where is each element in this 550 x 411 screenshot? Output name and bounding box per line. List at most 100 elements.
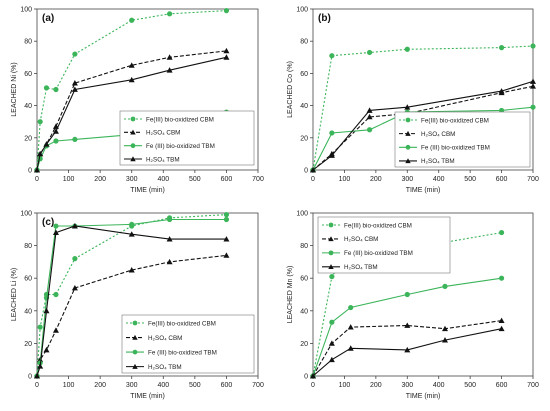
- data-point: [223, 47, 230, 54]
- x-tick-label: 300: [401, 382, 413, 389]
- data-point: [498, 275, 505, 281]
- data-point: [223, 216, 230, 223]
- x-tick-label: 500: [189, 176, 201, 183]
- data-point: [72, 136, 78, 143]
- data-point: [166, 67, 173, 73]
- data-point: [328, 356, 335, 363]
- y-axis-label: LEACHED Ni (%): [11, 62, 18, 116]
- data-point: [34, 167, 40, 173]
- data-point: [530, 104, 536, 110]
- y-tick-label: 40: [24, 308, 32, 315]
- y-tick-label: 40: [24, 103, 32, 110]
- x-tick-label: 600: [221, 382, 233, 389]
- panel-label: (a): [42, 13, 54, 24]
- data-point: [404, 46, 410, 52]
- data-point: [366, 113, 373, 120]
- legend-box: [317, 216, 451, 274]
- x-tick-label: 400: [433, 382, 445, 389]
- data-point: [71, 223, 78, 229]
- y-tick-label: 40: [300, 308, 308, 315]
- data-point: [72, 256, 78, 262]
- series-line: [36, 225, 227, 377]
- x-tick-label: 100: [63, 382, 75, 389]
- panel-d: 0 20 40 60 80 100 0 100 200 300 400 500 600 700 TIME (…: [287, 211, 539, 401]
- data-point: [366, 49, 373, 56]
- data-point: [43, 85, 50, 91]
- y-tick-label: 20: [300, 135, 308, 142]
- x-tick-label: 100: [339, 176, 351, 183]
- y-tick-label: 100: [296, 7, 308, 14]
- data-point: [128, 267, 135, 273]
- data-point: [71, 86, 78, 92]
- data-point: [328, 152, 335, 158]
- legend-marker: [405, 117, 411, 123]
- y-tick-label: 0: [304, 374, 308, 381]
- data-point: [329, 319, 335, 325]
- data-point: [166, 236, 173, 242]
- data-point: [366, 127, 373, 133]
- legend-marker: [130, 116, 136, 122]
- data-point: [442, 337, 448, 343]
- series-line: [312, 320, 502, 377]
- series-line: [312, 45, 534, 171]
- data-point: [52, 327, 59, 333]
- data-point: [52, 229, 59, 235]
- data-point: [530, 83, 536, 89]
- data-point: [530, 78, 536, 84]
- legend-label: Fe (III) bio-oxidized TBM: [421, 145, 490, 152]
- series-line: [312, 277, 502, 377]
- data-point: [347, 345, 354, 351]
- y-tick-label: 0: [304, 168, 308, 175]
- legend-label: Fe(III) bio-oxidized CBM: [148, 320, 216, 327]
- y-axis-label: LEACHED Co (%): [287, 61, 294, 118]
- x-axis-label: TIME (min): [406, 187, 441, 194]
- data-point: [329, 53, 335, 59]
- panel-c: 0 20 40 60 80 100 0 100 200 300 400 500 600 700 TIME (…: [11, 211, 264, 401]
- data-point: [498, 317, 505, 323]
- data-point: [53, 291, 59, 298]
- plot-frame: [36, 8, 259, 171]
- panel-label: (b): [318, 13, 331, 24]
- y-tick-label: 60: [300, 71, 308, 78]
- plot-frame: [36, 212, 259, 377]
- x-tick-label: 200: [94, 176, 106, 183]
- y-tick-label: 0: [28, 168, 32, 175]
- plot-frame: [312, 8, 534, 171]
- x-tick-label: 400: [433, 176, 445, 183]
- data-point: [166, 54, 173, 60]
- x-tick-label: 500: [464, 382, 476, 389]
- legend-marker: [132, 349, 138, 355]
- panel-b: 0 20 40 60 80 100 0 100 200 300 400 500 600 700 TIME (…: [287, 7, 539, 195]
- y-axis-label: LEACHED Mn (%): [287, 266, 294, 324]
- data-point: [37, 150, 44, 157]
- data-point: [498, 229, 505, 236]
- series-line: [36, 56, 227, 171]
- data-point: [53, 223, 59, 229]
- x-tick-label: 0: [35, 176, 39, 183]
- x-tick-label: 500: [189, 382, 201, 389]
- data-point: [223, 54, 230, 60]
- y-tick-label: 80: [300, 39, 308, 46]
- legend-box: [121, 314, 255, 374]
- x-tick-label: 0: [311, 176, 315, 183]
- legend-marker: [132, 334, 138, 340]
- legend-marker: [132, 320, 138, 326]
- data-point: [128, 231, 135, 237]
- data-point: [129, 17, 135, 23]
- legend-marker: [405, 144, 411, 150]
- x-axis-label: TIME (min): [406, 393, 441, 400]
- legend-label: H₂SO₄ TBM: [344, 264, 378, 271]
- data-point: [347, 324, 354, 330]
- x-tick-label: 400: [157, 382, 169, 389]
- data-point: [442, 283, 448, 289]
- y-tick-label: 60: [300, 276, 308, 283]
- legend-label: Fe(III) bio-oxidized CBM: [421, 117, 489, 124]
- data-point: [404, 346, 411, 353]
- panel-a: 0 20 40 60 80 100 0 100 200 300 400 500 600 700 TIME (…: [11, 7, 264, 195]
- data-point: [310, 167, 316, 173]
- data-point: [530, 43, 536, 49]
- y-tick-label: 0: [28, 374, 32, 381]
- series-line: [312, 106, 534, 171]
- x-tick-label: 200: [94, 382, 106, 389]
